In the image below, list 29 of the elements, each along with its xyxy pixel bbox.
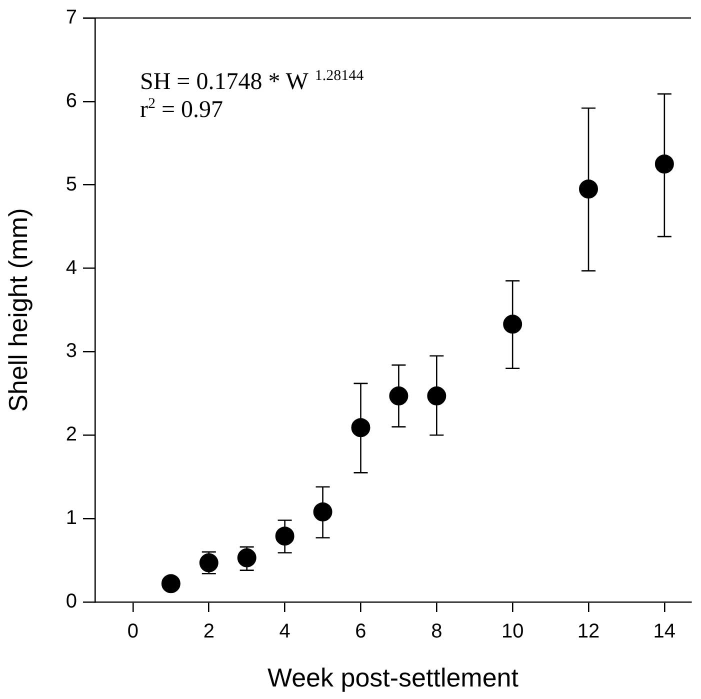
x-tick-label: 4 (279, 620, 290, 643)
x-tick-label: 0 (127, 620, 139, 643)
x-axis-title: Week post-settlement (268, 662, 520, 693)
y-axis-title: Shell height (mm) (2, 208, 33, 412)
y-tick-label: 6 (66, 90, 77, 112)
point (351, 418, 370, 438)
y-tick-label: 2 (66, 424, 77, 446)
x-tick-label: 8 (431, 620, 442, 643)
point (237, 548, 256, 568)
y-tick-label: 7 (66, 6, 77, 29)
x-tick-label: 10 (501, 620, 524, 643)
point (427, 386, 446, 406)
x-tick-label: 12 (577, 620, 600, 643)
x-tick-label: 14 (653, 620, 676, 643)
y-tick-label: 3 (66, 340, 77, 362)
y-tick-label: 0 (66, 590, 77, 613)
y-tick-label: 1 (66, 507, 77, 530)
point (579, 180, 598, 199)
y-tick-label: 4 (66, 256, 77, 279)
point (161, 574, 180, 594)
point (654, 154, 674, 174)
point (313, 502, 332, 522)
point (275, 526, 294, 546)
y-tick-label: 5 (66, 173, 77, 196)
annotation: SH = 0.1748 * W 1.28144 (140, 68, 364, 95)
point (503, 314, 522, 334)
x-tick-label: 2 (203, 620, 214, 643)
x-tick-label: 6 (355, 620, 366, 643)
point (389, 386, 408, 406)
